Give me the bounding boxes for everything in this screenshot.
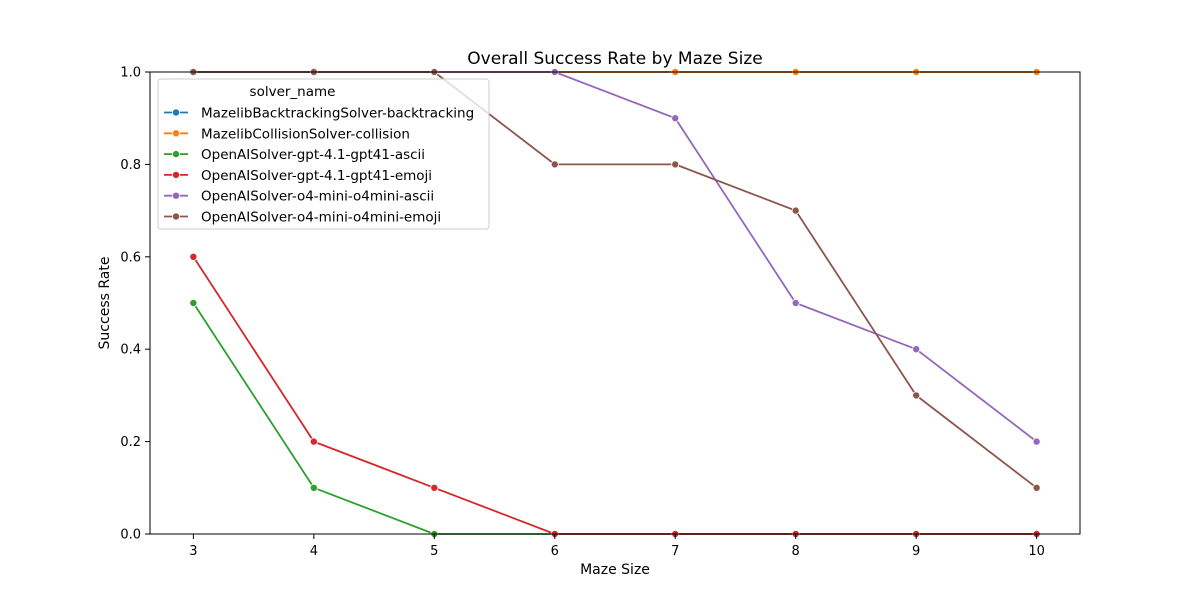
data-point	[189, 298, 198, 307]
legend-label: MazelibBacktrackingSolver-backtracking	[201, 106, 474, 122]
data-point	[671, 160, 680, 169]
y-tick-label: 1.0	[120, 66, 141, 81]
legend-marker	[171, 108, 180, 117]
series-2	[189, 298, 1041, 539]
x-tick-label: 8	[792, 544, 800, 559]
data-point	[1032, 437, 1041, 446]
legend-entry-5: OpenAISolver-o4-mini-o4mini-emoji	[164, 210, 441, 226]
x-tick-label: 4	[310, 544, 318, 559]
x-tick-label: 10	[1028, 544, 1045, 559]
x-axis-label: Maze Size	[580, 562, 650, 578]
y-tick-label: 0.2	[120, 435, 141, 450]
y-axis-label: Success Rate	[97, 257, 113, 350]
y-tick-label: 0.6	[120, 250, 141, 265]
data-point	[791, 298, 800, 307]
data-point	[912, 345, 921, 354]
x-tick-label: 7	[671, 544, 679, 559]
legend-label: OpenAISolver-o4-mini-o4mini-ascii	[201, 189, 434, 205]
data-point	[430, 483, 439, 492]
x-tick-label: 9	[912, 544, 920, 559]
legend-entry-2: OpenAISolver-gpt-4.1-gpt41-ascii	[164, 147, 425, 163]
data-point	[912, 391, 921, 400]
data-point	[189, 252, 198, 261]
data-point	[309, 483, 318, 492]
y-tick-label: 0.8	[120, 158, 141, 173]
data-point	[791, 206, 800, 215]
x-tick-label: 3	[189, 544, 197, 559]
legend-entry-0: MazelibBacktrackingSolver-backtracking	[164, 106, 474, 122]
legend-entry-3: OpenAISolver-gpt-4.1-gpt41-emoji	[164, 168, 432, 184]
legend-marker	[171, 129, 180, 138]
data-point	[550, 160, 559, 169]
legend-label: MazelibCollisionSolver-collision	[201, 126, 410, 142]
series-line	[192, 256, 1037, 535]
legend: solver_name MazelibBacktrackingSolver-bac…	[157, 78, 490, 230]
legend-entry-1: MazelibCollisionSolver-collision	[164, 126, 410, 142]
axes: 3 4 5 6 7 8 9 10 0.0 0.2 0.4 0.6 0.8 1.0	[120, 66, 1081, 559]
legend-marker	[171, 150, 180, 159]
legend-box	[157, 78, 490, 230]
x-tick-label: 6	[551, 544, 559, 559]
axes-frame	[149, 71, 1081, 535]
data-point	[309, 437, 318, 446]
legend-entry-4: OpenAISolver-o4-mini-o4mini-ascii	[164, 189, 434, 205]
legend-title: solver_name	[250, 84, 336, 100]
series-line	[192, 302, 1037, 535]
legend-marker	[171, 170, 180, 179]
x-tick-label: 5	[430, 544, 438, 559]
y-tick-label: 0.4	[120, 343, 141, 358]
legend-marker	[171, 191, 180, 200]
y-tick-label: 0.0	[120, 528, 141, 543]
legend-marker	[171, 212, 180, 221]
data-point	[671, 114, 680, 123]
legend-label: OpenAISolver-o4-mini-o4mini-emoji	[201, 210, 441, 226]
chart-title: Overall Success Rate by Maze Size	[467, 49, 762, 69]
legend-label: OpenAISolver-gpt-4.1-gpt41-emoji	[201, 168, 432, 184]
data-point	[1032, 483, 1041, 492]
legend-label: OpenAISolver-gpt-4.1-gpt41-ascii	[201, 147, 425, 163]
